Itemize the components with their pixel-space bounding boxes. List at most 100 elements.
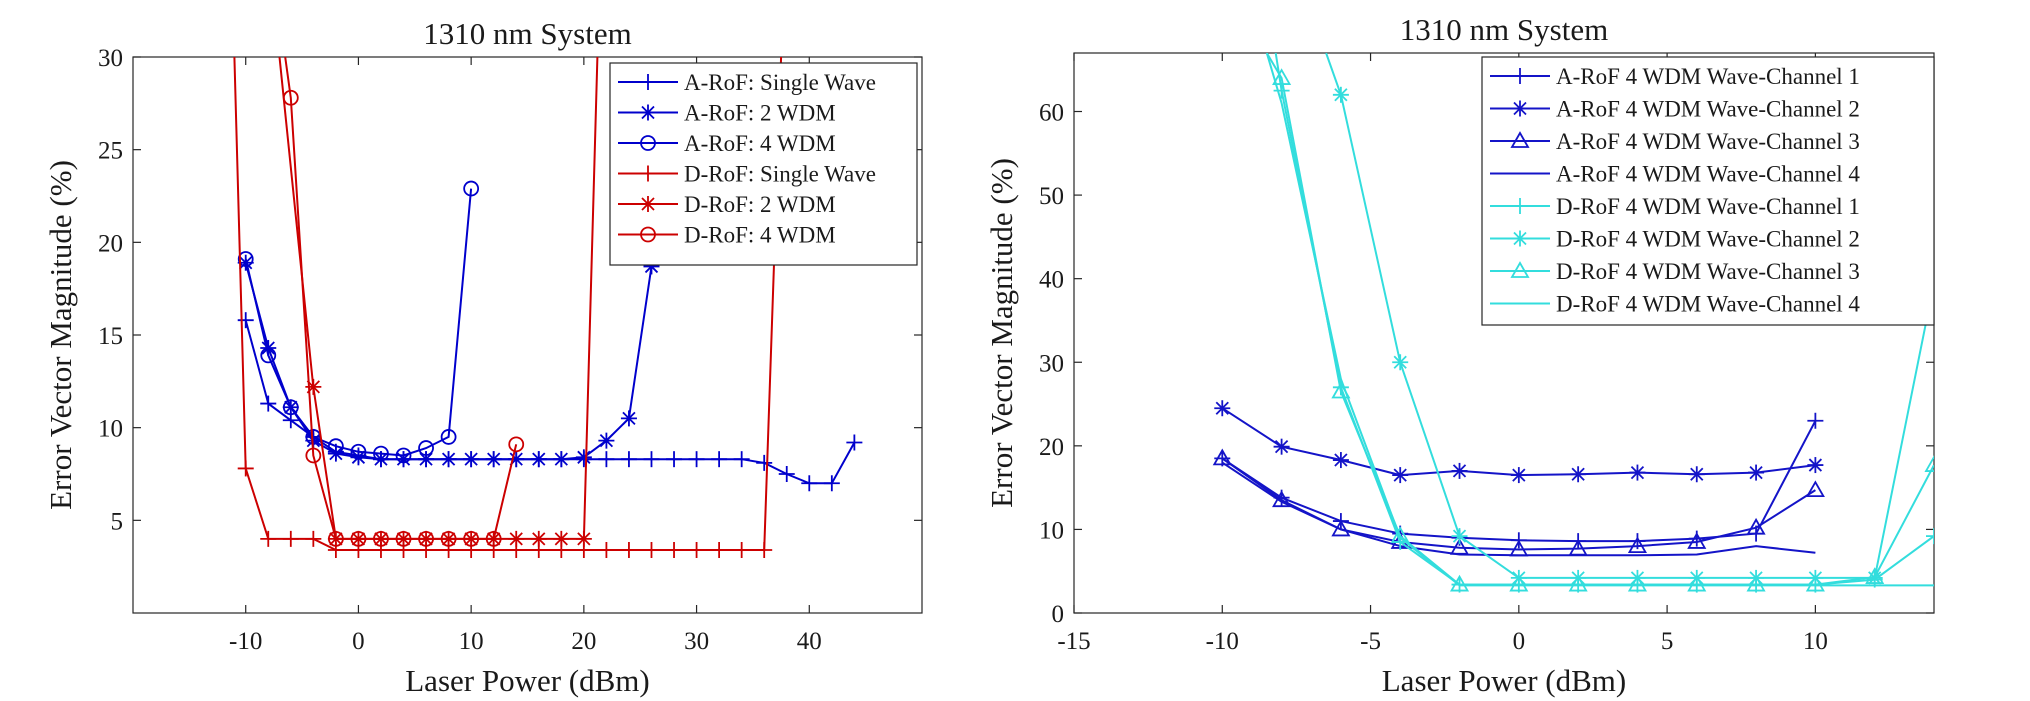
plot-2-legend-entry-3-marker [1510,131,1530,148]
plot-2-legend-entry-7-label: D-RoF 4 WDM Wave-Channel 3 [1556,259,1860,284]
plot-2-series-2-point-9-d2 [1690,467,1704,481]
plot-2-series-7-point-11 [1805,574,1825,592]
plot-1-series-6-point-11 [485,530,502,547]
plot-1-series-6-point-12 [508,436,525,453]
plot-1-series-6-point-2 [282,89,299,106]
plot-2-series-8-line [1265,53,1934,587]
plot-1-series-3-point-6 [350,443,367,460]
plot-1-ytick-label-2: 15 [98,323,123,350]
plot-2-legend-entry-2-label: A-RoF 4 WDM Wave-Channel 2 [1556,97,1860,122]
plot-1-legend-entry-1-label: A-RoF: Single Wave [684,70,876,95]
plot-1-legend: A-RoF: Single Wave A-RoF: 2 WDM A-RoF: 4 W… [609,62,918,266]
plot-1-series-2-point-14-d2 [532,452,546,466]
plot-1-series-5-line [278,57,599,540]
plot-1-ytick-label-5: 30 [98,45,123,72]
plot-1-ytick-label-1: 10 [98,416,123,443]
plot-1-series-6-point-4 [327,530,344,547]
plot-1-legend-entry-6-marker [640,226,656,243]
plot-1-series-6-point-7 [395,530,412,547]
plot-2-ytick-label-6: 60 [1039,100,1064,127]
plot-1-xtick-label-4: 30 [684,628,709,655]
plot-1-legend-entry-3-label: A-RoF: 4 WDM [684,131,836,156]
plot-1-ylabel: Error Vector Magnitude (%) [43,160,78,510]
plot-2-series-7-point-8 [1627,574,1647,592]
plot-1-ytick-label-0: 5 [111,508,124,535]
plot-1-series-5-point-12-d2 [532,532,546,546]
plot-1-series-2-point-7-d2 [374,452,388,466]
plot-2-ytick-label-0: 0 [1052,601,1065,628]
plot-2: -15 -10 -5 0 5 10 0 10 20 30 40 50 60 1310 nm System L… [984,12,1935,698]
plot-2-legend-entry-6-label: D-RoF 4 WDM Wave-Channel 2 [1556,227,1860,252]
plot-2-xtick-label-2: -5 [1360,628,1381,655]
plot-2-legend-box [1481,56,1935,326]
plot-2-legend-entry-8-label: D-RoF 4 WDM Wave-Channel 4 [1556,292,1860,317]
plot-2-series-3-point-11 [1805,480,1825,498]
plot-2-legend-entry-2-marker-d2 [1513,101,1527,116]
plot-1-series-6-point-6 [373,530,389,547]
plot-2-series-7-point-6 [1509,574,1529,592]
plot-1-series-2-point-6-d2 [351,450,366,464]
plot-1-series-5-point-13-d2 [554,532,568,546]
plot-2-series-4-line [1221,461,1816,557]
plot-2-series-7-point-4 [1390,526,1410,544]
plot-1-series-3-point-8 [395,447,412,464]
plot-1-legend-entry-3-marker [640,135,656,151]
plot-2-title: 1310 nm System [1400,12,1608,47]
plot-1-series-6-point-3 [305,447,322,464]
plot-1-xlabel: Laser Power (dBm) [405,663,650,698]
plot-1-series-2-point-9-d2 [419,452,433,466]
plot-1: -10 0 10 20 30 40 5 10 15 20 25 30 1310 nm System Las… [43,16,923,698]
plot-2-series-3-point-9 [1687,532,1707,549]
plot-1-series-6-point-10 [463,530,480,547]
plot-1-legend-entry-2-label: A-RoF: 2 WDM [684,101,836,126]
plot-2-series-6-line [1325,53,1934,579]
plot-1-xtick-label-0: -10 [229,628,262,655]
plot-1-xtick-label-5: 40 [797,628,822,655]
plot-2-series-2-point-10-d2 [1749,465,1763,480]
plot-1-xtick-label-3: 20 [571,628,596,655]
plot-1-series-5-point-14-d2 [577,532,591,546]
plot-2-ytick-label-3: 30 [1039,350,1064,377]
plot-2-series-7-point-13 [1924,455,1934,472]
plot-1-series-2-point-10-d2 [441,452,456,466]
plot-2-legend-entry-7-marker [1510,261,1530,278]
plot-1-series-3-point-3 [282,399,299,416]
plot-1-legend-entry-5-marker-d2 [641,197,655,211]
plot-1-ytick-label-3: 20 [98,230,123,257]
plot-2-series-6-point-2-d2 [1334,88,1348,102]
plot-1-ytick-label-4: 25 [98,138,123,165]
plot-2-series-7-point-12 [1865,567,1885,584]
plot-2-series-6-point-4-d2 [1452,529,1467,543]
plot-1-series-3-point-10 [440,429,457,445]
plot-2-series-3-point-10 [1746,517,1766,535]
plot-2-series-7-point-9 [1687,574,1707,592]
plot-2-series-7-point-10 [1746,574,1766,592]
plot-1-series-3-point-11 [463,180,480,197]
plot-1-xtick-label-1: 0 [352,628,365,655]
plot-1-title: 1310 nm System [423,16,631,51]
plot-2-series-2-line [1221,407,1816,477]
plot-1-series-2-point-11-d2 [464,452,478,466]
plot-1-series-6-point-9 [440,530,457,547]
plot-2-xtick-label-4: 5 [1661,628,1674,655]
plot-2-series-7-point-5 [1449,574,1470,592]
plot-2-legend-entry-4-label: A-RoF 4 WDM Wave-Channel 4 [1556,162,1860,187]
plot-2-series-2-point-3-d2 [1334,453,1348,467]
plot-2-series-3-point-1 [1212,448,1232,466]
plot-1-series-6-point-8 [418,530,434,547]
plot-2-ytick-label-2: 20 [1039,434,1064,461]
plot-2-series-2-point-1-d2 [1215,401,1229,415]
plot-2-legend-entry-5-label: D-RoF 4 WDM Wave-Channel 1 [1556,194,1860,219]
plot-1-legend-entry-4-label: D-RoF: Single Wave [684,162,876,187]
plot-2-legend-entry-3-label: A-RoF 4 WDM Wave-Channel 3 [1556,129,1860,154]
plot-2-series-group [1212,53,1934,593]
plot-2-xlabel: Laser Power (dBm) [1382,663,1627,698]
plot-1-series-3-point-1 [237,251,254,267]
plot-2-series-7-point-7 [1568,574,1588,592]
plot-1-series-2-point-17-d2 [599,434,614,448]
plot-1-legend-box [609,62,918,266]
plot-1-series-3-point-2 [260,347,277,364]
plot-2-series-2-point-7-d2 [1571,467,1585,481]
plot-2-xtick-label-1: -10 [1206,628,1239,655]
